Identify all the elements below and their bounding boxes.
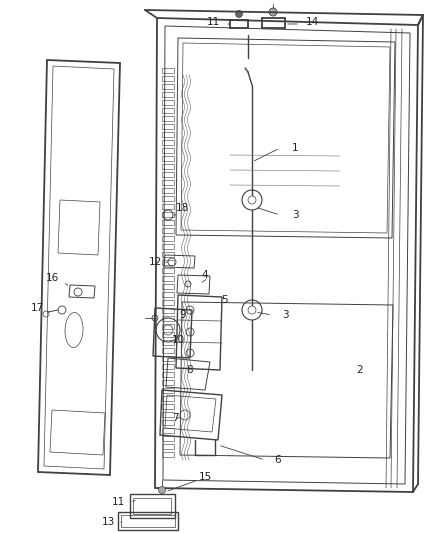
Text: 11: 11 xyxy=(111,497,125,507)
Text: 1: 1 xyxy=(292,143,298,153)
Text: 7: 7 xyxy=(172,413,178,423)
Text: 15: 15 xyxy=(198,472,212,482)
Text: 2: 2 xyxy=(357,365,363,375)
Text: 4: 4 xyxy=(201,270,208,280)
Text: 6: 6 xyxy=(275,455,281,465)
Text: 9: 9 xyxy=(180,310,186,320)
Text: 3: 3 xyxy=(292,210,298,220)
Text: 11: 11 xyxy=(206,17,219,27)
Circle shape xyxy=(236,11,243,18)
Text: 14: 14 xyxy=(305,17,318,27)
Text: 8: 8 xyxy=(187,365,193,375)
Circle shape xyxy=(269,8,277,16)
Text: 12: 12 xyxy=(148,257,162,267)
Text: 5: 5 xyxy=(222,295,228,305)
Text: 18: 18 xyxy=(175,203,189,213)
Text: 10: 10 xyxy=(171,335,184,345)
Text: 16: 16 xyxy=(46,273,59,283)
Text: 3: 3 xyxy=(282,310,288,320)
Text: 13: 13 xyxy=(101,517,115,527)
Circle shape xyxy=(159,487,166,494)
Text: 17: 17 xyxy=(30,303,44,313)
